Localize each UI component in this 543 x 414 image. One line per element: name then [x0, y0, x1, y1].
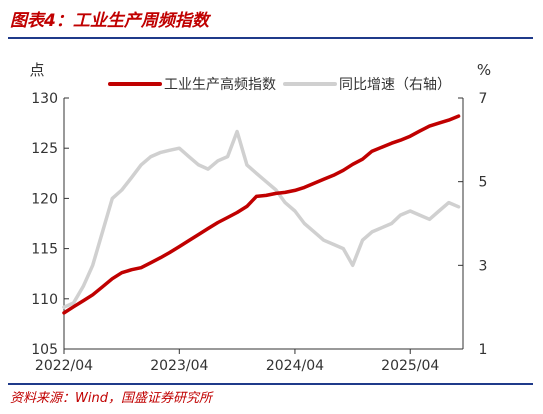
left-axis-unit: 点 [29, 61, 44, 79]
series-line-yoy-growth [62, 129, 461, 309]
left-axis-tick-label: 115 [31, 242, 58, 258]
source-rule [8, 383, 533, 385]
right-axis-tick-label: 3 [479, 258, 488, 274]
right-axis-unit: % [477, 61, 491, 79]
series-line-industrial-index [62, 114, 461, 315]
x-axis-tick-label: 2025/04 [381, 358, 439, 374]
right-axis-tick-label: 5 [479, 175, 488, 191]
left-axis-tick-label: 125 [31, 141, 58, 157]
left-axis-tick-label: 105 [31, 342, 58, 358]
figure-title: 图表4：工业生产周频指数 [10, 11, 209, 31]
x-axis-tick-label: 2024/04 [266, 358, 324, 374]
right-axis-tick-label: 1 [479, 342, 488, 358]
left-axis-tick-label: 110 [31, 292, 58, 308]
source-note: 资料来源：Wind，国盛证券研究所 [10, 391, 212, 406]
title-rule [8, 37, 533, 39]
x-axis-tick-label: 2023/04 [150, 358, 208, 374]
left-axis-tick-label: 130 [31, 91, 58, 107]
legend-label-primary: 工业生产高频指数 [164, 76, 276, 93]
left-axis-tick-label: 120 [31, 191, 58, 207]
right-axis-tick-label: 7 [479, 91, 488, 107]
x-axis-tick-label: 2022/04 [35, 358, 93, 374]
legend-label-secondary: 同比增速（右轴） [339, 77, 451, 93]
